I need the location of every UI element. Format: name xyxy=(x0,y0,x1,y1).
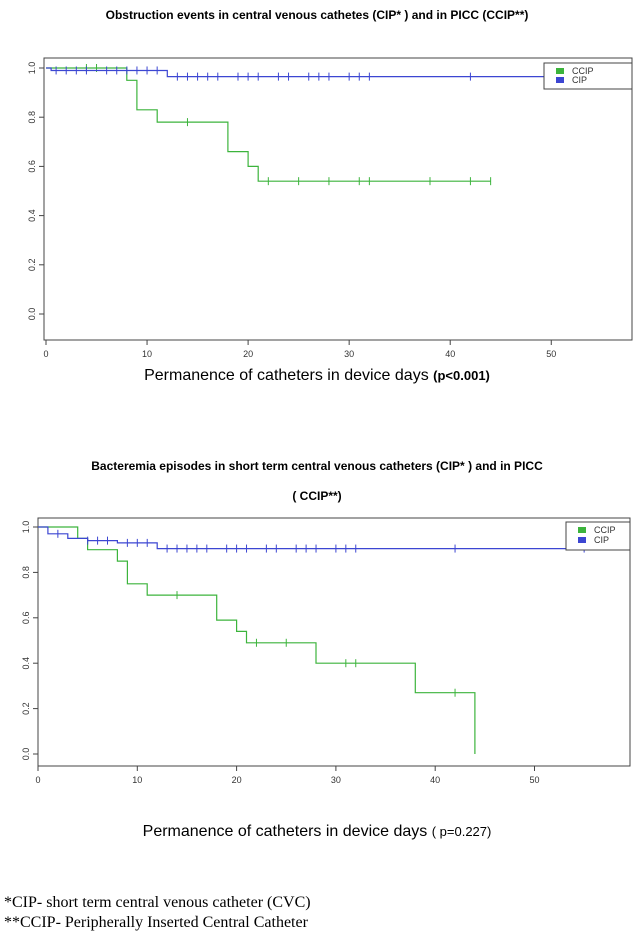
chart2-ytick-label: 0.8 xyxy=(21,566,31,579)
chart2-legend-label-ccip: CCIP xyxy=(594,525,616,535)
chart2-ytick-label: 1.0 xyxy=(21,521,31,534)
footnote-ccip: **CCIP- Peripherally Inserted Central Ca… xyxy=(4,914,308,931)
chart2-xtick-label: 20 xyxy=(232,775,242,785)
chart1-ytick-label: 0.0 xyxy=(27,308,37,321)
chart1-xtick-label: 50 xyxy=(546,349,556,359)
chart2-series-cip-line xyxy=(38,526,585,550)
chart1-series-cip-line xyxy=(46,67,622,78)
chart2-title-line2: ( CCIP**) xyxy=(292,489,342,503)
chart2-legend-label-cip: CIP xyxy=(594,535,609,545)
chart2-ytick-label: 0.0 xyxy=(21,748,31,761)
chart1-ytick-label: 0.6 xyxy=(27,160,37,173)
chart2-xlabel: Permanence of catheters in device days xyxy=(142,823,428,840)
chart1-xlabel: Permanence of catheters in device days xyxy=(144,367,429,384)
chart1-xtick-label: 30 xyxy=(344,349,354,359)
chart2-legend-swatch-ccip xyxy=(578,527,586,533)
chart1-legend-label-cip: CIP xyxy=(572,75,587,85)
chart1-xtick-label: 20 xyxy=(243,349,253,359)
chart1-legend-label-ccip: CCIP xyxy=(572,66,594,76)
chart1-ytick-label: 0.4 xyxy=(27,209,37,222)
chart2-xtick-label: 50 xyxy=(529,775,539,785)
chart2-ytick-label: 0.6 xyxy=(21,612,31,625)
chart2-xtick-label: 0 xyxy=(35,775,40,785)
chart1-ytick-label: 1.0 xyxy=(27,62,37,75)
chart2-pvalue: ( p=0.227) xyxy=(431,824,492,839)
chart2-series-ccip-line xyxy=(38,526,476,754)
footnote-cip: *CIP- short term central venous catheter… xyxy=(4,894,311,911)
chart2-legend-swatch-cip xyxy=(578,537,586,543)
chart1-pvalue: (p<0.001) xyxy=(433,368,490,383)
chart2-caption: Permanence of catheters in device days (… xyxy=(0,823,634,841)
chart1-legend-box xyxy=(543,62,633,90)
chart1-ytick-label: 0.2 xyxy=(27,259,37,272)
chart2-xtick-label: 10 xyxy=(132,775,142,785)
chart1-ytick-label: 0.8 xyxy=(27,111,37,124)
chart1-caption: Permanence of catheters in device days (… xyxy=(0,367,634,385)
chart1-series-ccip-line xyxy=(46,67,491,182)
chart1-legend-swatch-ccip xyxy=(556,68,564,74)
chart2-ytick-label: 0.4 xyxy=(21,657,31,670)
chart1-xtick-label: 40 xyxy=(445,349,455,359)
chart1-xtick-label: 10 xyxy=(142,349,152,359)
chart2-xtick-label: 30 xyxy=(331,775,341,785)
chart2-plot-frame xyxy=(37,517,631,767)
chart1-plot-frame xyxy=(43,57,633,341)
chart1-title: Obstruction events in central venous cat… xyxy=(105,8,529,22)
chart1-legend-swatch-cip xyxy=(556,77,564,83)
chart2-xtick-label: 40 xyxy=(430,775,440,785)
chart2-title-line1: Bacteremia episodes in short term centra… xyxy=(91,459,543,473)
chart2-legend-box xyxy=(565,521,631,551)
chart2-ytick-label: 0.2 xyxy=(21,702,31,715)
chart1-xtick-label: 0 xyxy=(43,349,48,359)
